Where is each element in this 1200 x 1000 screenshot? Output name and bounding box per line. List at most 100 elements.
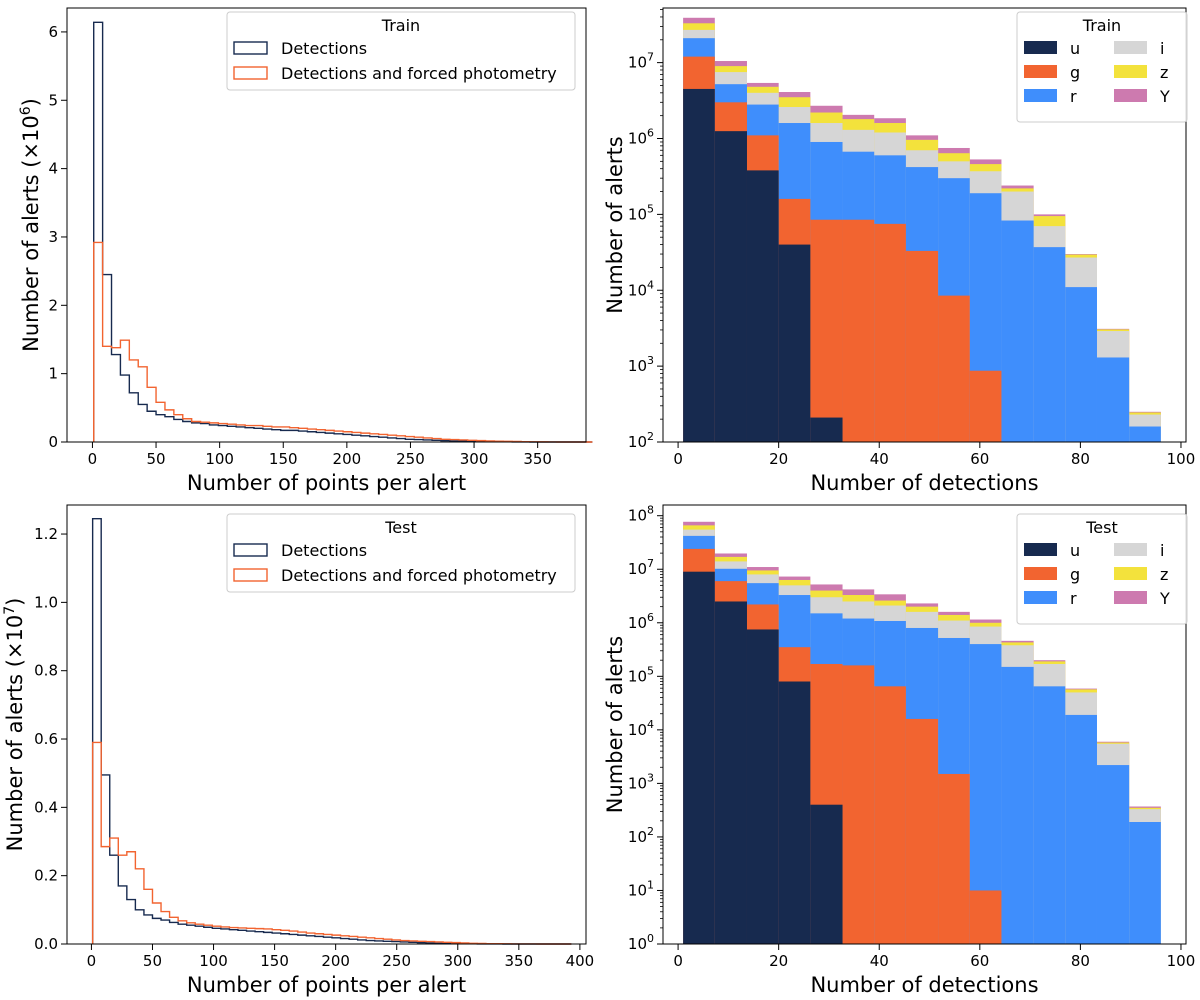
y-tick-exponent: 6 bbox=[647, 127, 654, 140]
legend-swatch-i bbox=[1114, 41, 1147, 54]
legend-label: Y bbox=[1159, 589, 1170, 608]
y-tick-label: 103 bbox=[628, 354, 654, 375]
x-tick-label: 150 bbox=[260, 952, 289, 970]
train-points-chart: 0 50 100 150 200 250 300 350 0 1 2 3 4 5 6 Number of po… bbox=[18, 7, 593, 495]
x-tick-label: 50 bbox=[146, 450, 165, 468]
plot-frame bbox=[66, 7, 587, 443]
y-tick-base: 10 bbox=[628, 433, 647, 451]
y-tick-base: 10 bbox=[628, 205, 647, 223]
bar-u-band bbox=[683, 571, 715, 944]
plot-frame bbox=[662, 7, 1187, 443]
bar-u-band bbox=[683, 88, 715, 443]
bar-r-band bbox=[1001, 666, 1034, 944]
y-axis-label: Number of alerts (×106) bbox=[18, 98, 43, 352]
x-tick-label: 60 bbox=[970, 450, 989, 468]
y-tick-label: 2 bbox=[48, 296, 58, 314]
y-tick-label: 101 bbox=[628, 878, 654, 899]
legend-label: u bbox=[1070, 541, 1080, 560]
legend-swatch-r bbox=[1024, 89, 1057, 102]
legend-title: Train bbox=[381, 16, 420, 35]
x-tick-label: 200 bbox=[321, 952, 350, 970]
bar-u-band bbox=[714, 601, 747, 944]
legend-swatch-i bbox=[1114, 543, 1147, 556]
y-tick-base: 10 bbox=[628, 507, 647, 525]
y-tick-base: 10 bbox=[628, 774, 647, 792]
y-tick-base: 10 bbox=[628, 357, 647, 375]
legend-label: Detections bbox=[281, 39, 367, 58]
y-tick-exponent: 3 bbox=[647, 771, 654, 784]
bar-g-band bbox=[905, 718, 939, 944]
y-tick-label: 0.8 bbox=[34, 662, 58, 680]
x-tick-label: 20 bbox=[769, 952, 788, 970]
bar-g-band bbox=[874, 686, 906, 944]
y-tick-label: 1.0 bbox=[34, 593, 58, 611]
x-tick-label: 350 bbox=[523, 450, 552, 468]
bar-u-band bbox=[778, 244, 811, 442]
plot-frame bbox=[662, 504, 1187, 945]
x-tick-label: 300 bbox=[460, 450, 489, 468]
bar-g-band bbox=[842, 219, 875, 442]
legend-label: z bbox=[1160, 63, 1168, 82]
y-axis-label-main: Number of alerts (×10 bbox=[19, 115, 43, 352]
bar-g-band bbox=[905, 250, 939, 442]
legend-swatch-detections bbox=[233, 543, 268, 557]
legend-label: i bbox=[1160, 541, 1164, 560]
bar-r-band bbox=[1001, 220, 1034, 442]
x-tick-label: 350 bbox=[505, 952, 534, 970]
legend-label: i bbox=[1160, 39, 1164, 58]
x-tick-label: 0 bbox=[87, 952, 97, 970]
y-tick-exponent: 1 bbox=[647, 878, 654, 891]
y-axis-label: Number of alerts bbox=[603, 136, 627, 313]
legend-label: Detections and forced photometry bbox=[281, 64, 557, 83]
y-tick-label: 6 bbox=[48, 23, 58, 41]
y-tick-label: 106 bbox=[628, 611, 654, 632]
x-tick-label: 20 bbox=[769, 450, 788, 468]
x-tick-label: 50 bbox=[143, 952, 162, 970]
series-step-forced-photometry bbox=[93, 241, 593, 443]
bar-r-band bbox=[1096, 765, 1130, 944]
y-tick-exponent: 4 bbox=[647, 278, 654, 291]
y-tick-label: 0.2 bbox=[34, 867, 58, 885]
y-tick-base: 10 bbox=[628, 560, 647, 578]
bar-g-band bbox=[969, 890, 1002, 944]
y-tick-label: 107 bbox=[628, 557, 654, 578]
y-tick-base: 10 bbox=[628, 130, 647, 148]
y-tick-label: 4 bbox=[48, 160, 58, 178]
legend-swatch-z bbox=[1114, 65, 1147, 78]
legend-label: r bbox=[1070, 589, 1077, 608]
bar-r-band bbox=[1096, 357, 1130, 442]
legend-label: Detections bbox=[281, 541, 367, 560]
x-tick-label: 250 bbox=[396, 450, 425, 468]
y-tick-label: 105 bbox=[628, 202, 654, 223]
series-step-forced-photometry bbox=[91, 741, 572, 945]
x-tick-label: 80 bbox=[1071, 952, 1090, 970]
x-tick-label: 60 bbox=[970, 952, 989, 970]
x-axis-label: Number of points per alert bbox=[187, 471, 466, 495]
bar-r-band bbox=[1065, 714, 1097, 944]
y-tick-base: 10 bbox=[628, 614, 647, 632]
y-tick-label: 5 bbox=[48, 91, 58, 109]
y-tick-label: 106 bbox=[628, 127, 654, 148]
y-tick-label: 104 bbox=[628, 278, 654, 299]
y-tick-exponent: 4 bbox=[647, 718, 654, 731]
x-tick-label: 0 bbox=[88, 450, 98, 468]
y-axis-label-exponent: 6 bbox=[18, 106, 34, 115]
legend-box bbox=[226, 513, 576, 593]
bar-u-band bbox=[714, 131, 747, 443]
bar-u-band bbox=[746, 170, 779, 442]
bar-g-band bbox=[810, 219, 843, 442]
legend-swatch-detections bbox=[233, 41, 268, 55]
legend-label: Detections and forced photometry bbox=[281, 566, 557, 585]
y-tick-label: 0.0 bbox=[34, 935, 58, 953]
y-axis-label-main: Number of alerts (×10 bbox=[3, 615, 27, 852]
y-tick-exponent: 2 bbox=[647, 430, 654, 443]
y-tick-label: 103 bbox=[628, 771, 654, 792]
legend-swatch-z bbox=[1114, 567, 1147, 580]
test-detections-chart: 0 20 40 60 80 100100101102103104105106107108N… bbox=[603, 504, 1195, 997]
y-tick-exponent: 7 bbox=[647, 51, 654, 64]
x-tick-label: 100 bbox=[1167, 450, 1196, 468]
y-axis-label-close: ) bbox=[19, 98, 43, 106]
y-tick-base: 10 bbox=[628, 667, 647, 685]
